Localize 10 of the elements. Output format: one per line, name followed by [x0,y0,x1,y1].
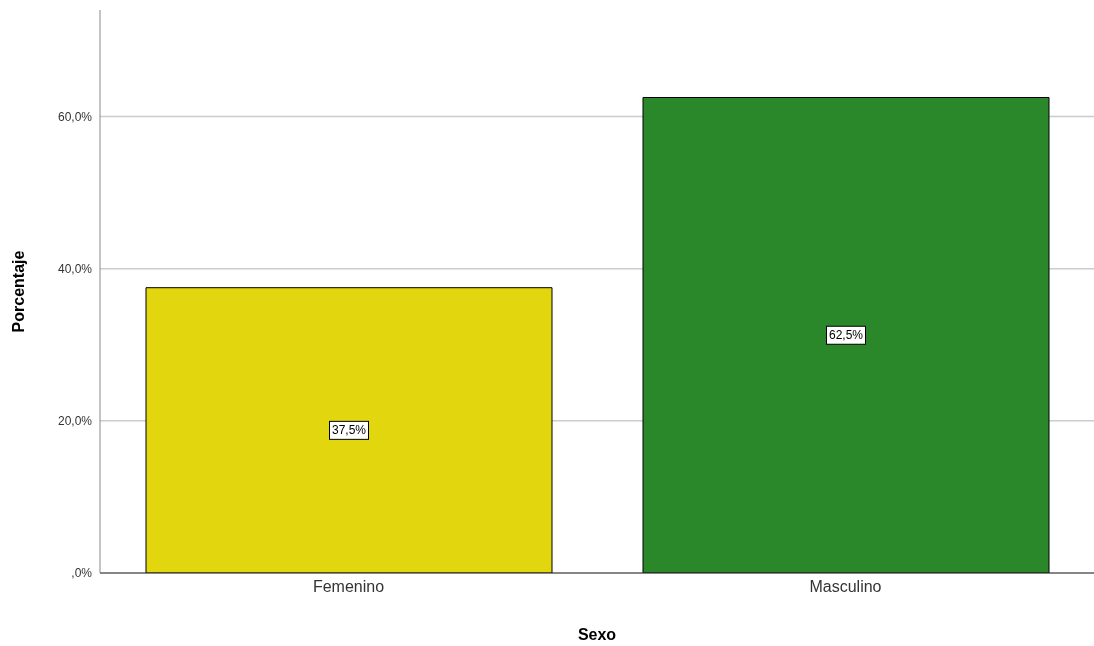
x-tick-label: Masculino [809,578,882,596]
y-axis-title: Porcentaje [9,250,27,333]
data-label: 62,5% [828,328,864,343]
y-tick-label: 60,0% [57,109,93,124]
x-axis-title: Sexo [577,626,617,643]
y-tick-label: 40,0% [57,261,93,276]
data-label: 37,5% [331,423,367,438]
y-tick-label: 20,0% [57,414,93,429]
x-tick-label: Femenino [312,578,385,596]
y-tick-label: ,0% [71,566,93,581]
